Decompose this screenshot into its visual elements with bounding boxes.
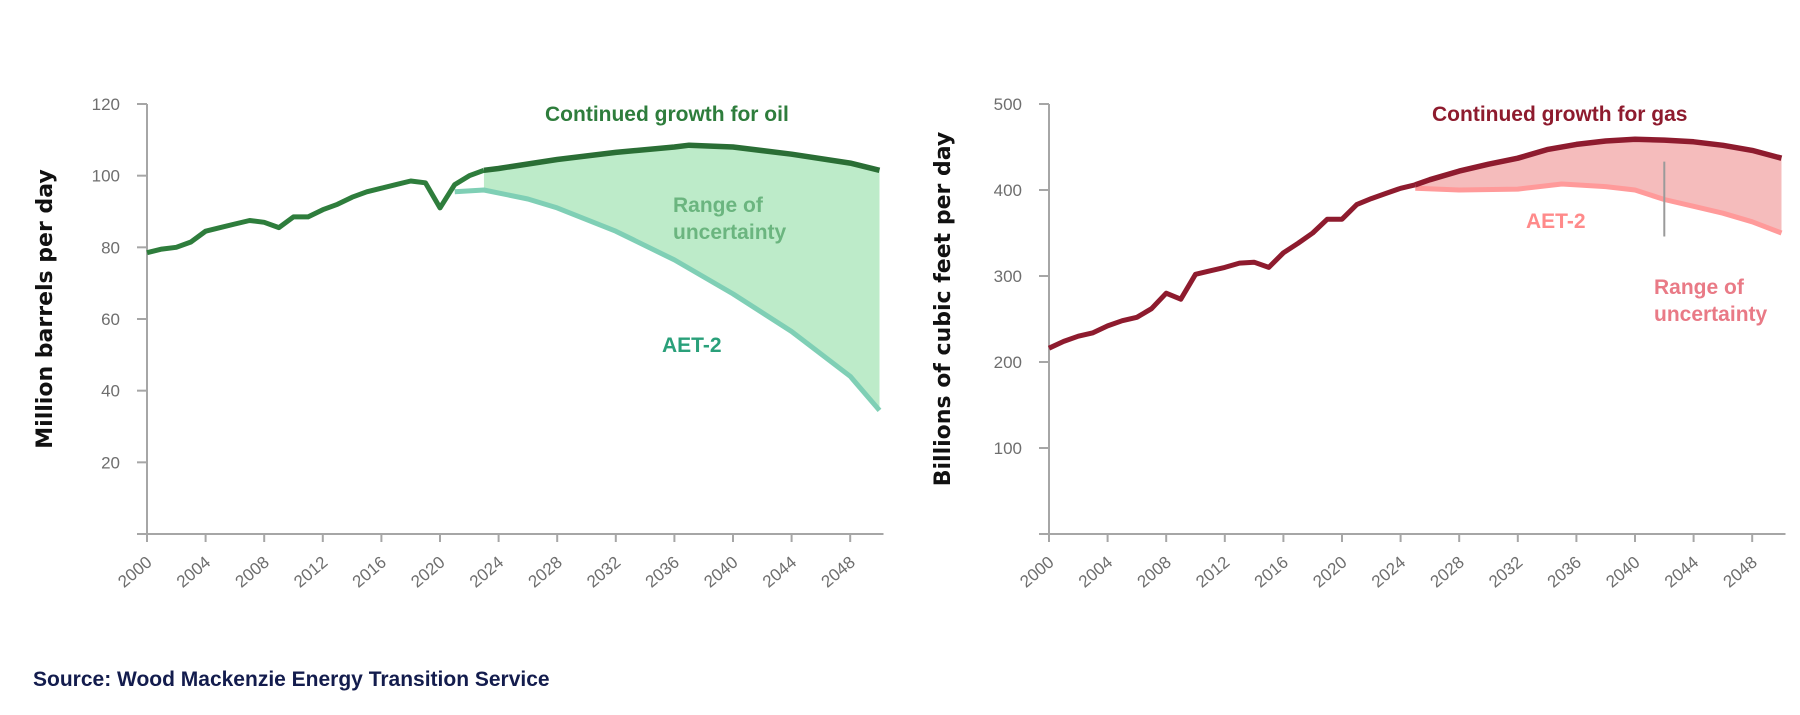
annotation-range-of-uncertainty: uncertainty [1654, 303, 1768, 326]
y-axis-label: Billions of cubic feet per day [931, 132, 956, 487]
x-tick-label: 2012 [290, 553, 331, 592]
y-tick-label: 200 [994, 353, 1022, 372]
x-tick-label: 2020 [407, 553, 448, 592]
y-tick-label: 100 [994, 439, 1022, 458]
x-tick-label: 2044 [1661, 553, 1702, 592]
series-line-aet2 [1415, 181, 1783, 236]
y-tick-label: 80 [101, 238, 120, 257]
y-tick-label: 300 [994, 267, 1022, 286]
x-tick-label: 2048 [818, 553, 859, 592]
y-tick-label: 100 [92, 167, 120, 186]
annotation-range-of-uncertainty: uncertainty [673, 221, 787, 244]
x-tick-label: 2016 [349, 553, 390, 592]
series-line-continued-growth [1414, 136, 1783, 188]
x-tick-label: 2028 [525, 553, 566, 592]
series-line-aet2 [454, 187, 882, 413]
annotation-range-of-uncertainty: Range of [1654, 276, 1745, 299]
y-tick-label: 400 [994, 181, 1022, 200]
annotation-continued-growth: Continued growth for gas [1432, 103, 1687, 126]
x-tick-label: 2028 [1427, 553, 1468, 592]
x-tick-label: 2004 [1075, 553, 1116, 592]
x-tick-label: 2008 [232, 553, 273, 592]
y-axis-label: Million barrels per day [33, 169, 58, 448]
series-line-historic [1047, 182, 1416, 351]
y-tick-label: 20 [101, 453, 120, 472]
x-tick-label: 2020 [1309, 553, 1350, 592]
x-tick-label: 2036 [642, 553, 683, 592]
y-tick-label: 60 [101, 310, 120, 329]
x-tick-label: 2048 [1720, 553, 1761, 592]
y-tick-label: 500 [994, 95, 1022, 114]
x-tick-label: 2024 [466, 553, 507, 592]
gas-chart: 100 200 300 400 500 2000 2004 2008 2012 2016 2020 2… [931, 95, 1786, 591]
x-tick-label: 2012 [1192, 553, 1233, 592]
x-tick-label: 2032 [583, 553, 624, 592]
series-line-continued-growth [483, 142, 881, 174]
source-note: Source: Wood Mackenzie Energy Transition… [33, 668, 550, 691]
x-tick-label: 2032 [1485, 553, 1526, 592]
y-tick-label: 120 [92, 95, 120, 114]
x-tick-label: 2016 [1251, 553, 1292, 592]
x-tick-label: 2036 [1544, 553, 1585, 592]
annotation-aet2: AET-2 [662, 334, 722, 357]
annotation-range-of-uncertainty: Range of [673, 194, 764, 217]
x-tick-label: 2040 [700, 553, 741, 592]
x-tick-label: 2000 [114, 553, 155, 592]
x-tick-label: 2040 [1602, 553, 1643, 592]
x-tick-label: 2044 [759, 553, 800, 592]
x-tick-label: 2004 [173, 553, 214, 592]
uncertainty-band [483, 145, 880, 411]
series-line-historic [146, 167, 485, 256]
x-tick-label: 2008 [1134, 553, 1175, 592]
annotation-continued-growth: Continued growth for oil [545, 103, 789, 126]
y-tick-label: 40 [101, 382, 120, 401]
x-tick-label: 2024 [1368, 553, 1409, 592]
x-tick-label: 2000 [1016, 553, 1057, 592]
annotation-aet2: AET-2 [1526, 210, 1586, 233]
